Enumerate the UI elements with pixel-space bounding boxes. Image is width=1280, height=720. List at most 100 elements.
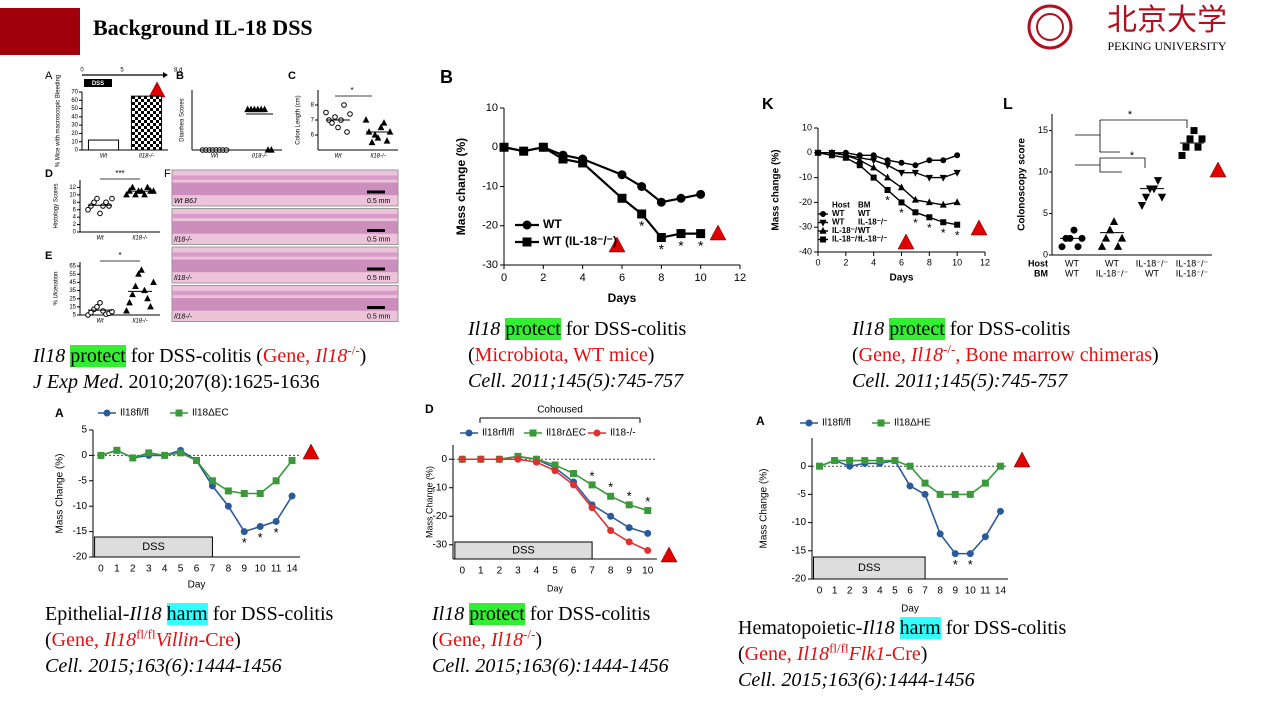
y-tick-label: 8 [73,200,77,206]
data-point [129,183,136,190]
caption-text: ) [647,344,655,366]
x-tick-label: 8 [658,272,664,284]
legend-marker [103,409,111,417]
data-point [193,456,200,464]
data-point [477,455,485,463]
highlight-markers [148,81,1227,563]
row-label: Host [1028,258,1048,268]
series-line [503,146,701,239]
x-tick-label: IL-18⁻/⁻ [1176,258,1209,268]
x-tick-label: 6 [619,272,625,284]
y-axis-label: % Ulceration [54,271,60,305]
data-point [911,169,919,177]
significance-star: *** [115,169,124,178]
data-point [870,174,877,181]
data-point [362,116,370,123]
x-tick-label: 10 [255,564,267,575]
x-axis-label: Day [547,583,564,593]
red-triangle [660,546,678,563]
data-point [458,455,466,463]
caption-text: Cell. 2015;163(6):1444-1456 [45,655,282,677]
y-tick-label: 0 [800,461,806,472]
data-point [607,492,615,500]
caption-text: ( [468,344,475,366]
strip-label: Il18-/- [174,275,193,282]
caption-text: Il18 [315,345,348,367]
data-point [150,278,157,285]
data-point [240,528,248,536]
x-tick-label: 4 [534,566,540,577]
data-point [1157,193,1167,202]
histology-band [172,221,398,234]
data-point [936,530,944,538]
legend-marker [593,429,601,437]
data-point [925,198,933,206]
data-point [519,146,529,156]
caption-text: Gene, [438,629,491,651]
caption-line: (Microbiota, WT mice) [468,342,686,368]
x-axis-label: Days [890,273,914,284]
dss-label: DSS [858,562,881,574]
panel-label: F [164,168,171,180]
legend-label: IL-18⁻/⁻ [858,218,887,227]
bracket [1100,119,1188,128]
y-tick-label: 0 [441,454,447,465]
y-tick-label: 20 [71,131,78,137]
caption-text: Il18 [796,643,830,665]
x-axis-label: Day [901,604,919,615]
data-point [150,187,157,194]
legend-marker [465,429,473,437]
caption: Hematopoietic-Il18 harm for DSS-colitis(… [738,615,1066,693]
caption: Il18 protect for DSS-colitis (Gene, Il18… [33,343,366,395]
dss-period [84,79,112,87]
data-point [939,200,947,208]
data-point [912,209,919,216]
y-tick-label: -5 [797,489,806,500]
scale-label: 0.5 mm [367,236,391,243]
x-tick-label: 11 [980,586,991,597]
dss-period [94,536,213,558]
data-point [644,546,652,554]
significance-star: * [659,241,665,257]
red-triangle [608,236,626,253]
data-point [368,138,376,146]
x-tick-label: Il18-/- [252,154,267,160]
caption-line: Hematopoietic-Il18 harm for DSS-colitis [738,615,1066,641]
data-point [625,524,633,532]
data-point [85,206,91,213]
legend-marker [175,409,183,417]
data-point [1113,242,1123,250]
strip-label: Wt B6J [174,198,197,205]
significance-star: * [968,557,973,572]
y-tick-label: 15 [1038,125,1048,135]
data-point [224,487,232,495]
x-tick-label: Il18-/- [139,154,154,160]
data-point [268,146,275,153]
y-axis-label: Mass Change (%) [55,453,66,533]
data-point [374,134,382,141]
legend-label: WT [543,217,562,231]
data-point [936,490,944,498]
caption-text: Il18 [33,345,71,367]
data-point [341,102,347,108]
x-tick-label: 9 [241,564,247,575]
y-tick-label: 70 [71,90,78,96]
significance-star: * [899,206,904,220]
x-tick-label: Wt [96,236,104,242]
data-point [135,270,142,277]
x-tick-label: 9 [626,566,632,577]
caption-text: Il18 [103,629,137,651]
histology-band [172,175,398,180]
significance-star: * [927,221,932,235]
caption-text: -/- [523,626,536,642]
y-axis-label: Mass change (%) [771,149,782,230]
dss-label: DSS [142,541,165,553]
y-tick-label: 10 [486,102,498,114]
scale-label: 0.5 mm [367,198,391,205]
significance-star: * [639,218,645,234]
red-triangle [970,219,988,236]
caption-text: Cell. 2015;163(6):1444-1456 [432,655,669,677]
data-point [332,114,338,120]
caption-text: Il18 [129,603,167,625]
y-tick-label: 50 [71,106,78,112]
